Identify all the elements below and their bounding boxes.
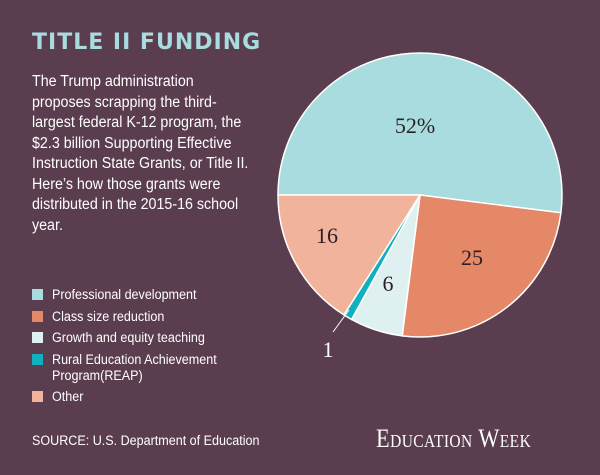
slice-label-class-size-reduction: 25 xyxy=(461,245,483,270)
source-note: SOURCE: U.S. Department of Education xyxy=(32,433,260,448)
legend-label: Professional development xyxy=(52,287,197,302)
legend-item-class-size-reduction: Class size reduction xyxy=(32,309,282,325)
legend-swatch xyxy=(32,310,43,322)
legend-label: Growth and equity teaching xyxy=(52,330,205,345)
chart-title: TITLE II FUNDING xyxy=(32,30,262,55)
legend-item-other: Other xyxy=(32,389,282,405)
reap-callout-line xyxy=(332,309,350,333)
legend-label: Other xyxy=(52,389,84,404)
slice-professional-development xyxy=(277,52,563,214)
slice-label-other: 16 xyxy=(316,223,338,248)
legend: Professional development Class size redu… xyxy=(32,287,282,411)
legend-swatch xyxy=(32,332,43,343)
brand-logo: Education Week xyxy=(376,424,532,453)
legend-item-reap: Rural Education Achievement Program(REAP… xyxy=(32,352,282,384)
legend-item-professional-development: Professional development xyxy=(32,287,282,303)
slice-label-professional-development: 52% xyxy=(395,113,435,138)
legend-swatch xyxy=(32,391,43,402)
slice-other xyxy=(277,194,422,316)
pie-slices xyxy=(277,52,563,338)
chart-description: The Trump administration proposes scrapp… xyxy=(32,73,249,234)
slice-label-reap: 1 xyxy=(323,337,334,362)
legend-label: Class size reduction xyxy=(52,308,165,324)
legend-swatch xyxy=(32,289,43,300)
slice-class-size-reduction xyxy=(401,194,562,338)
legend-swatch xyxy=(32,353,43,365)
legend-item-growth-equity: Growth and equity teaching xyxy=(32,330,282,346)
legend-label: Rural Education Achievement Program(REAP… xyxy=(52,351,217,383)
slice-label-growth-equity: 6 xyxy=(383,271,394,296)
